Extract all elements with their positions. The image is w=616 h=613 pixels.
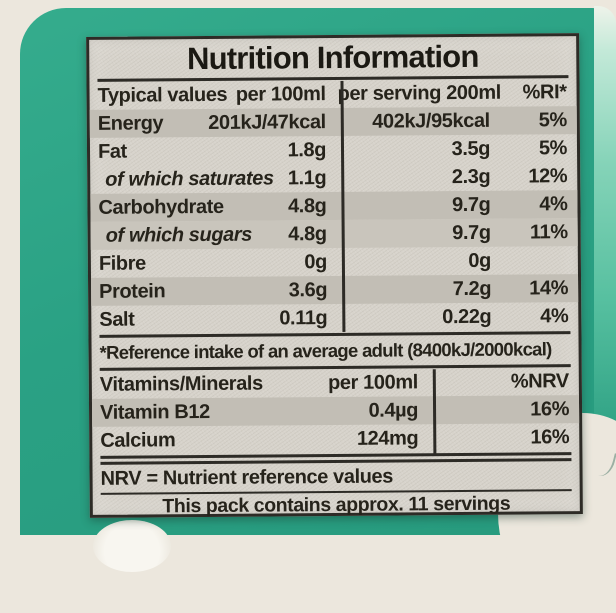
cell-per-100ml: 4.8g [288, 222, 327, 245]
table-row: Fibre 0g 0g [91, 246, 578, 278]
cell-per-100ml: 124mg [356, 426, 419, 450]
cell-per-serving: 0.22g [442, 305, 492, 328]
carton-photo: Nutrition Information Typical values per… [20, 6, 616, 572]
cell-per-serving: 402kJ/95kcal [372, 109, 490, 133]
cell-nrv: 16% [530, 425, 570, 448]
cell-nutrient: Calcium [100, 428, 176, 452]
table-row: of which sugars 4.8g 9.7g 11% [90, 218, 578, 250]
cell-per-serving: 7.2g [452, 277, 492, 300]
nutrition-label: Nutrition Information Typical values per… [86, 33, 583, 518]
cell-per-100ml: 0g [304, 250, 327, 273]
cell-nutrient: of which sugars [105, 223, 253, 247]
header-vit-per-100ml: per 100ml [327, 371, 418, 395]
cell-per-100ml: 0.4µg [368, 398, 419, 422]
cell-per-100ml: 0.11g [279, 306, 328, 329]
cell-ri: 4% [539, 192, 568, 215]
cell-ri: 4% [540, 304, 569, 327]
cell-per-serving: 9.7g [452, 221, 491, 244]
cell-per-serving: 2.3g [451, 165, 491, 188]
reference-note: *Reference intake of an average adult (8… [99, 338, 552, 363]
main-table-body: Energy 201kJ/47kcal 402kJ/95kcal 5% Fat 1.8g 3… [89, 106, 579, 334]
cell-per-100ml: 1.1g [287, 166, 327, 189]
cell-nutrient: Carbohydrate [98, 195, 224, 219]
carton-edge-highlight [594, 6, 616, 456]
cell-nutrient: Vitamin B12 [99, 400, 210, 424]
table-row: Calcium 124mg 16% [92, 423, 579, 455]
vitamins-table-body: Vitamin B12 0.4µg 16% Calcium 124mg 16% [91, 395, 580, 455]
cell-ri: 14% [529, 276, 569, 299]
main-table-header: Typical values per 100ml per serving 200… [97, 79, 568, 110]
servings-note: This pack contains approx. 11 servings [162, 492, 511, 518]
header-vitamins-minerals: Vitamins/Minerals [99, 372, 263, 396]
cell-ri: 12% [528, 164, 568, 187]
cell-ri: 5% [538, 136, 568, 159]
cell-ri [491, 260, 570, 261]
table-row: Salt 0.11g 0.22g 4% [91, 302, 578, 334]
table-row: Protein 3.6g 7.2g 14% [91, 274, 579, 306]
header-typical-values: Typical values [97, 83, 228, 107]
header-per-serving: per serving 200ml [337, 81, 501, 105]
cell-nrv: 16% [530, 397, 570, 420]
cell-ri: 11% [529, 220, 568, 243]
cell-nutrient: Protein [99, 279, 166, 303]
vitamins-table-header: Vitamins/Minerals per 100ml %NRV [100, 368, 571, 399]
header-ri: %RI* [522, 81, 567, 104]
carton-cap-highlight [93, 520, 171, 572]
header-per-100ml: per 100ml [235, 83, 326, 106]
table-row: Carbohydrate 4.8g 9.7g 4% [90, 190, 578, 222]
cell-per-serving: 0g [468, 249, 491, 272]
table-row: Vitamin B12 0.4µg 16% [91, 395, 580, 427]
cell-per-100ml: 201kJ/47kcal [208, 110, 326, 134]
cell-per-100ml: 3.6g [288, 278, 328, 301]
table-row: of which saturates 1.1g 2.3g 12% [90, 162, 577, 194]
cell-nutrient: Fibre [98, 251, 146, 275]
label-title: Nutrition Information [186, 38, 479, 77]
cell-per-100ml: 1.8g [287, 138, 327, 161]
header-nrv: %NRV [510, 370, 569, 393]
cell-nutrient: Energy [97, 111, 164, 135]
cell-ri: 5% [538, 108, 567, 131]
table-row: Energy 201kJ/47kcal 402kJ/95kcal 5% [89, 106, 577, 138]
cell-nutrient: Salt [99, 308, 135, 331]
cell-nutrient: Fat [97, 140, 127, 163]
cell-per-100ml: 4.8g [287, 194, 327, 217]
cell-per-serving: 9.7g [451, 193, 491, 216]
cell-per-serving: 3.5g [451, 137, 491, 160]
nrv-note: NRV = Nutrient reference values [100, 465, 394, 490]
column-divider-vitamins [432, 369, 437, 455]
cell-nutrient: of which saturates [105, 166, 274, 191]
table-row: Fat 1.8g 3.5g 5% [90, 134, 577, 166]
